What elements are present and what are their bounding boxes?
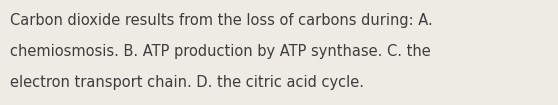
Text: chemiosmosis. B. ATP production by ATP synthase. C. the: chemiosmosis. B. ATP production by ATP s… (10, 44, 431, 59)
Text: electron transport chain. D. the citric acid cycle.: electron transport chain. D. the citric … (10, 75, 364, 90)
Text: Carbon dioxide results from the loss of carbons during: A.: Carbon dioxide results from the loss of … (10, 13, 433, 28)
